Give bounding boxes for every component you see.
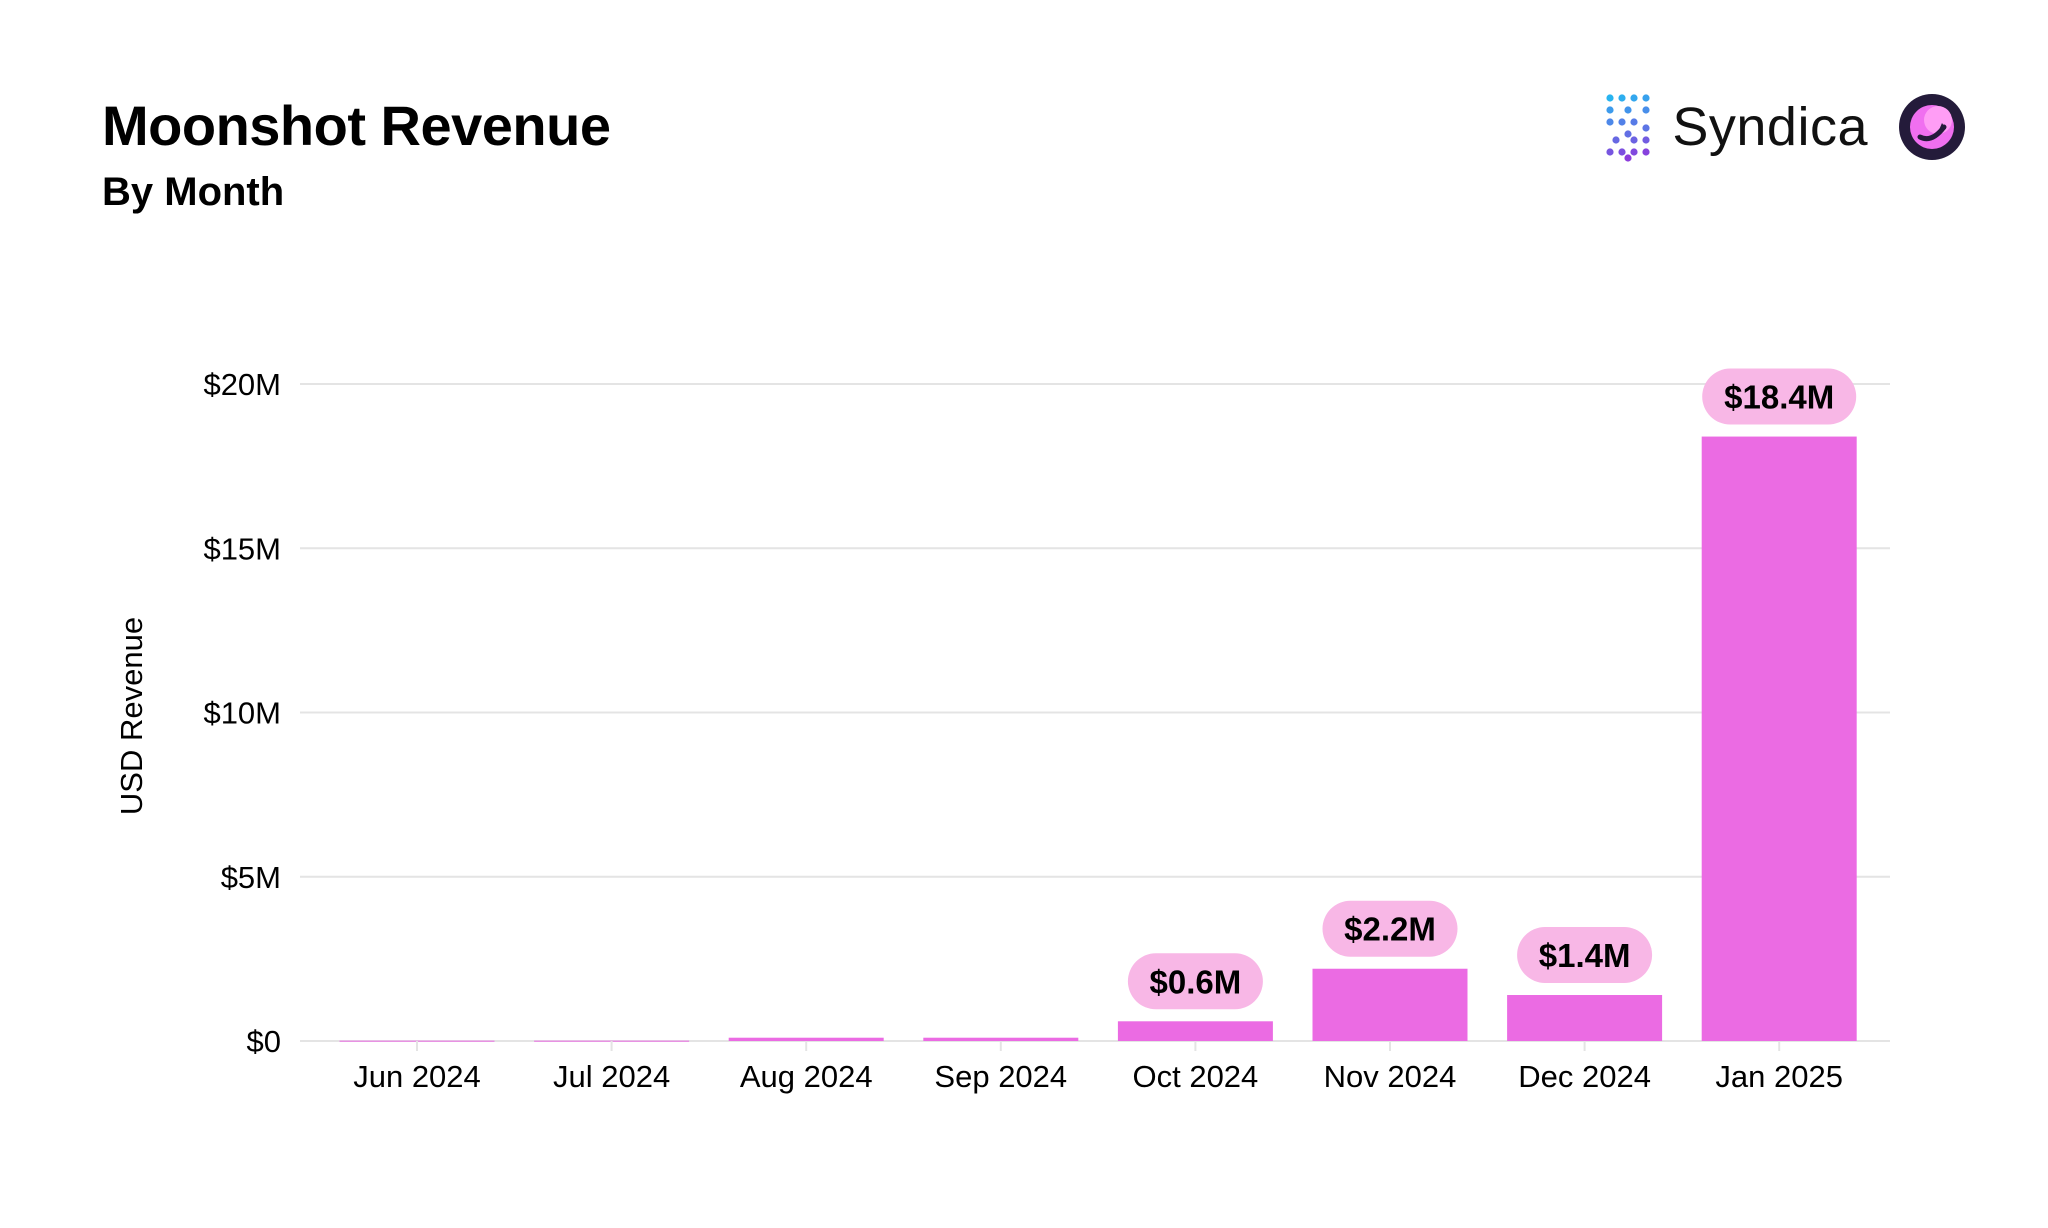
x-tick-label: Dec 2024 (1518, 1059, 1651, 1094)
y-tick-label: $20M (203, 367, 281, 402)
y-axis-label: USD Revenue (114, 617, 149, 815)
chart-title: Moonshot Revenue (102, 94, 611, 157)
x-tick-label: Aug 2024 (740, 1059, 873, 1094)
y-tick-label: $10M (203, 696, 281, 731)
data-label: $1.4M (1539, 937, 1631, 974)
brand-name: Syndica (1672, 97, 1868, 157)
x-tick-label: Jul 2024 (553, 1059, 670, 1094)
bar (1117, 1021, 1273, 1041)
y-tick-label: $0 (247, 1024, 281, 1059)
data-label-pill (1517, 927, 1653, 984)
bar (1507, 995, 1663, 1041)
x-tick-label: Jan 2025 (1715, 1059, 1843, 1094)
data-label: $0.6M (1150, 963, 1242, 1000)
x-tick-label: Nov 2024 (1324, 1059, 1457, 1094)
x-tick-label: Sep 2024 (934, 1059, 1067, 1094)
x-tick-label: Oct 2024 (1132, 1059, 1258, 1094)
data-label-pill (1322, 900, 1458, 957)
data-label: $18.4M (1724, 379, 1834, 416)
chart-subtitle: By Month (102, 170, 285, 214)
y-axis-ticks: $0 $5M $10M $15M $20M (203, 367, 281, 1059)
y-tick-label: $5M (221, 860, 281, 895)
data-label-pill (1127, 953, 1263, 1010)
gridlines (300, 383, 1890, 1042)
syndica-logo-icon (1606, 94, 1650, 162)
bar (923, 1037, 1079, 1041)
bars (339, 436, 1857, 1042)
data-label: $2.2M (1344, 911, 1436, 948)
data-label-pill (1702, 368, 1857, 425)
bar (728, 1037, 884, 1041)
x-tick-label: Jun 2024 (353, 1059, 481, 1094)
bar (1701, 436, 1857, 1041)
chart-header: Moonshot Revenue By Month (102, 92, 611, 218)
x-axis-ticks: Jun 2024 Jul 2024 Aug 2024 Sep 2024 Oct 2024… (353, 1041, 1843, 1094)
data-labels: $0.6M $2.2M $1.4M $18.4M (1127, 368, 1857, 1010)
bar (1312, 968, 1468, 1041)
brand-block: Syndica (1602, 92, 1966, 162)
y-tick-label: $15M (203, 531, 281, 566)
moonshot-coin-icon (1899, 94, 1965, 160)
